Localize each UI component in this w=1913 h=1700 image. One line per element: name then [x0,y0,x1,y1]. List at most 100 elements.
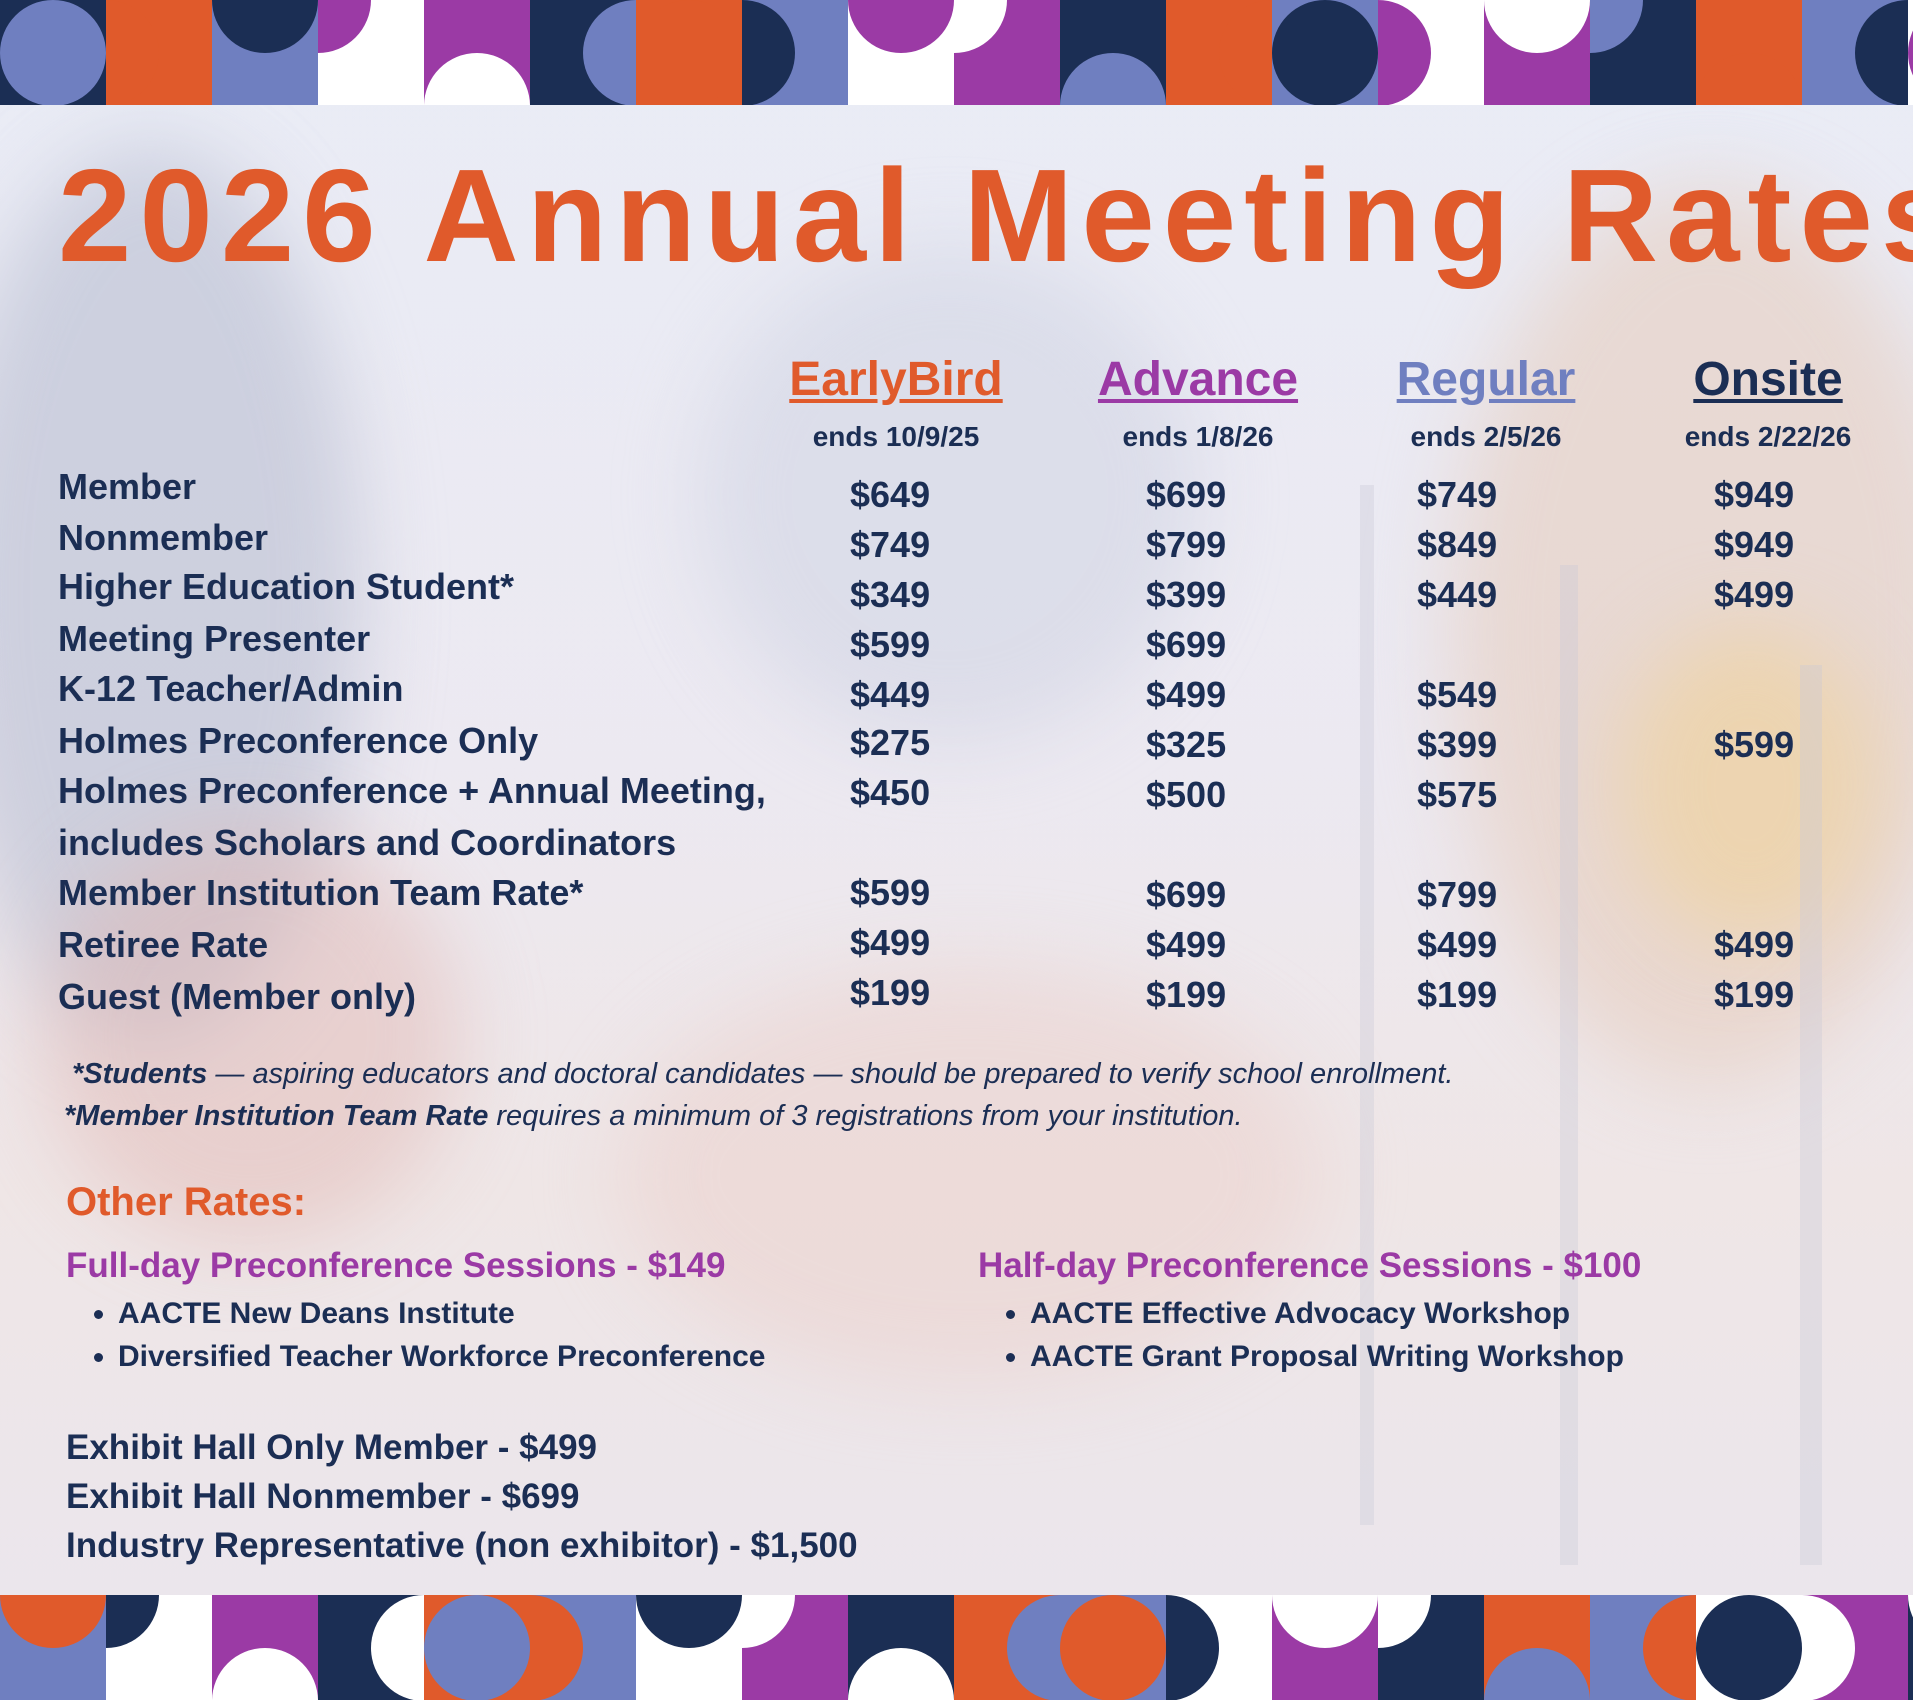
pattern-tile [318,1595,424,1700]
pattern-tile [0,0,106,105]
pattern-tile [636,1595,742,1700]
price-cell: $450 [850,772,931,813]
pattern-tile [1802,0,1908,105]
price-cell: $599 [1714,724,1795,765]
pattern-shape [1378,0,1431,105]
price-cell: $499 [1146,674,1227,715]
pattern-tile [742,1595,848,1700]
pattern-shape [1908,0,1913,105]
pattern-shape [212,1648,318,1700]
pattern-tile [424,0,530,105]
list-item: AACTE New Deans Institute [118,1292,766,1335]
half-day-sessions-list: AACTE Effective Advocacy Workshop AACTE … [978,1292,1624,1378]
pattern-tile [1908,0,1913,105]
price-cell: $500 [1146,774,1227,815]
pattern-tile [742,0,848,105]
pattern-tile [1060,0,1166,105]
pattern-shape [318,0,371,53]
pattern-shape [583,0,636,105]
column-header-earlybird: EarlyBird ends 10/9/25 [746,352,1046,453]
price-cell: $699 [1146,474,1227,515]
price-cell: $325 [1146,724,1227,765]
pattern-shape [1378,1595,1431,1648]
price-cell: $275 [850,722,931,763]
full-day-sessions-list: AACTE New Deans Institute Diversified Te… [66,1292,766,1378]
price-cell: $949 [1714,524,1795,565]
pattern-tile [1166,0,1272,105]
row-label-member: Member [58,466,197,507]
pattern-tile [318,0,424,105]
price-cell: $749 [1417,474,1498,515]
price-cell: $449 [850,674,931,715]
pattern-shape [106,0,159,105]
column-deadline: ends 10/9/25 [812,421,980,452]
price-cell: $849 [1417,524,1498,565]
price-cell: $349 [850,574,931,615]
footnote-students-term: *Students [72,1058,208,1090]
pattern-tile [1696,1595,1802,1700]
price-cell: $799 [1417,874,1498,915]
pattern-shape [1060,1595,1166,1700]
pattern-shape [371,1595,424,1700]
pattern-shape [1855,0,1908,105]
column-name: Advance [1097,353,1299,406]
pattern-shape [1908,1595,1913,1648]
pattern-tile [1272,0,1378,105]
pattern-tile [1272,1595,1378,1700]
pattern-tile [1908,1595,1913,1700]
pattern-tile [1590,1595,1696,1700]
pattern-tile [106,1595,212,1700]
pattern-shape [424,1595,530,1700]
full-day-sessions-heading: Full-day Preconference Sessions - $149 [66,1246,726,1285]
pattern-shape [0,1595,106,1648]
pattern-shape [530,1595,583,1700]
price-cell: $449 [1417,574,1498,615]
row-label-meeting-presenter: Meeting Presenter [58,618,371,659]
column-header-regular: Regular ends 2/5/26 [1336,352,1636,453]
pattern-tile [530,0,636,105]
price-cell: $399 [1417,724,1498,765]
pattern-shape [636,1595,742,1648]
pattern-tile [106,0,212,105]
pattern-tile [530,1595,636,1700]
list-item: Diversified Teacher Workforce Preconfere… [118,1335,766,1378]
column-name: Regular [1396,353,1576,406]
pattern-tile [954,0,1060,105]
pattern-shape [212,0,318,53]
pattern-tile [1060,1595,1166,1700]
price-cell: $499 [1714,924,1795,965]
row-label-holmes-plus-annual: Holmes Preconference + Annual Meeting, [58,770,766,811]
pattern-tile [1378,1595,1484,1700]
pattern-tile [1802,1595,1908,1700]
pattern-tile [1484,0,1590,105]
pattern-shape [1484,1648,1590,1700]
price-cell: $699 [1146,624,1227,665]
column-name: Onsite [1693,353,1843,406]
pattern-tile [0,1595,106,1700]
price-cell: $199 [1146,974,1227,1015]
pattern-tile [212,0,318,105]
pattern-tile [424,1595,530,1700]
row-label-retiree: Retiree Rate [58,924,269,965]
pattern-shape [106,1595,159,1648]
pattern-shape [1166,1595,1219,1700]
pattern-tile [1166,1595,1272,1700]
pattern-shape [848,1648,954,1700]
price-cell: $599 [850,872,931,913]
price-cell: $499 [1146,924,1227,965]
exhibit-member-rate: Exhibit Hall Only Member - $499 [66,1428,597,1467]
pattern-shape [1643,1595,1696,1700]
pattern-tile [954,1595,1060,1700]
price-cell: $649 [850,474,931,515]
column-deadline: ends 2/5/26 [1410,421,1562,452]
price-cell: $599 [850,624,931,665]
industry-rep-rate: Industry Representative (non exhibitor) … [66,1526,858,1565]
pattern-shape [1590,0,1643,53]
column-deadline: ends 2/22/26 [1684,421,1852,452]
half-day-sessions-heading: Half-day Preconference Sessions - $100 [978,1246,1642,1285]
list-item: AACTE Effective Advocacy Workshop [1030,1292,1624,1335]
price-cell: $199 [850,972,931,1013]
pattern-shape [1696,1595,1802,1700]
footnote-team-rate: *Member Institution Team Rate requires a… [64,1100,1243,1133]
row-label-k12-teacher: K-12 Teacher/Admin [58,668,404,709]
